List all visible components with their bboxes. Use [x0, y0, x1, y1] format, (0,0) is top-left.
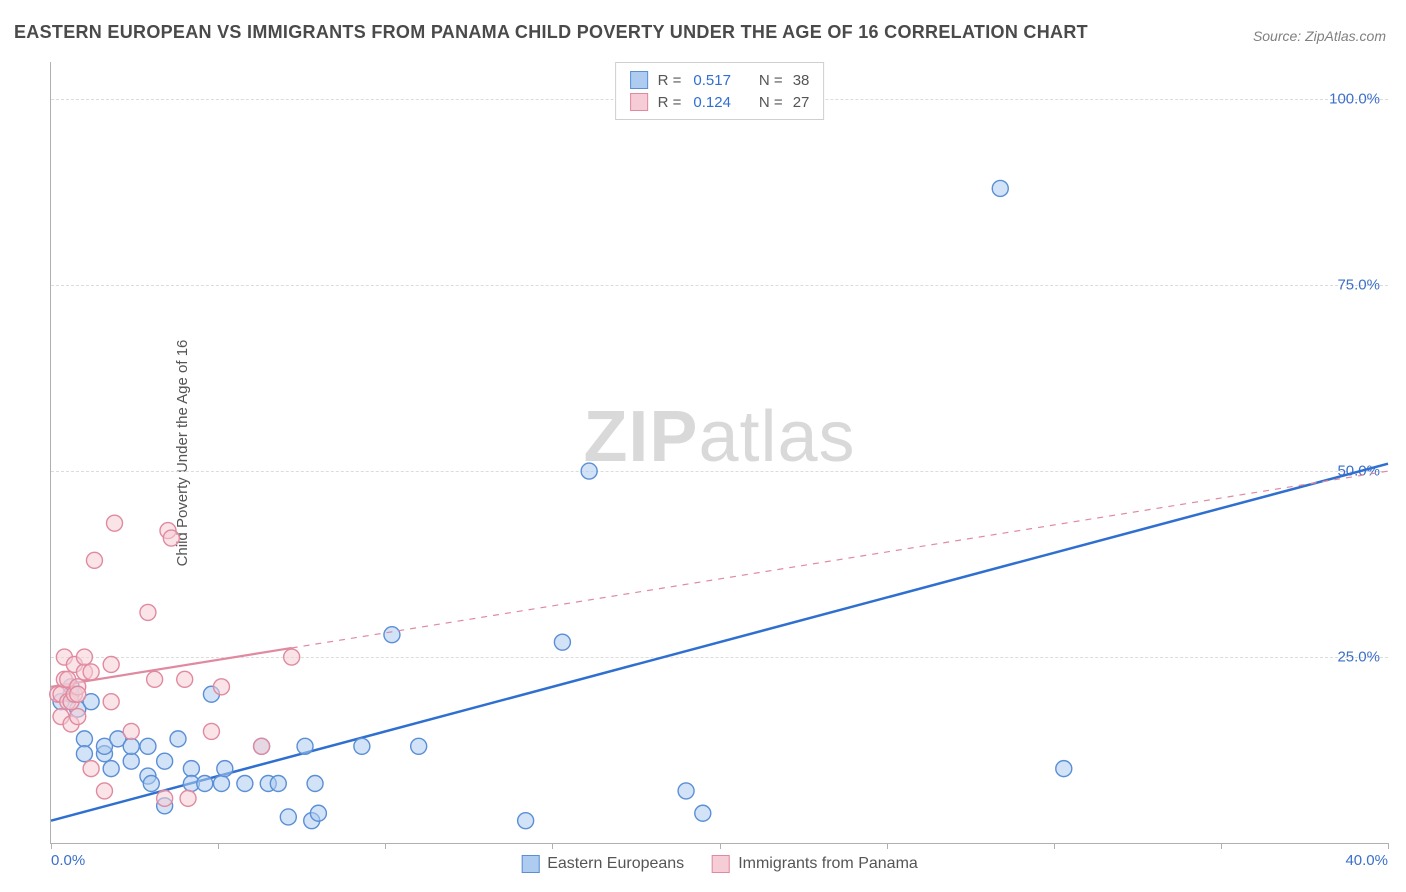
xtick: [385, 843, 386, 849]
data-point: [76, 746, 92, 762]
legend-n-label: N =: [759, 94, 783, 111]
data-point: [177, 671, 193, 687]
legend-swatch: [521, 855, 539, 873]
legend-r-value: 0.517: [693, 72, 731, 89]
data-point: [217, 761, 233, 777]
legend-label: Eastern Europeans: [547, 855, 684, 873]
data-point: [96, 783, 112, 799]
data-point: [157, 790, 173, 806]
data-point: [581, 463, 597, 479]
data-point: [83, 664, 99, 680]
regression-line: [51, 464, 1388, 821]
data-point: [678, 783, 694, 799]
legend-r-value: 0.124: [693, 94, 731, 111]
legend-r-label: R =: [658, 94, 682, 111]
data-point: [123, 753, 139, 769]
data-point: [354, 738, 370, 754]
data-point: [310, 805, 326, 821]
data-point: [411, 738, 427, 754]
data-point: [203, 723, 219, 739]
data-point: [70, 709, 86, 725]
data-point: [1056, 761, 1072, 777]
xtick: [1221, 843, 1222, 849]
data-point: [695, 805, 711, 821]
data-point: [147, 671, 163, 687]
xtick: [887, 843, 888, 849]
legend-row: R = 0.124 N = 27: [630, 91, 810, 113]
xtick: [51, 843, 52, 849]
data-point: [86, 552, 102, 568]
data-point: [76, 731, 92, 747]
data-point: [103, 761, 119, 777]
data-point: [307, 775, 323, 791]
xtick: [1054, 843, 1055, 849]
data-point: [254, 738, 270, 754]
data-point: [103, 694, 119, 710]
data-point: [270, 775, 286, 791]
data-point: [83, 761, 99, 777]
data-point: [143, 775, 159, 791]
data-point: [213, 775, 229, 791]
data-point: [237, 775, 253, 791]
data-point: [197, 775, 213, 791]
data-point: [123, 738, 139, 754]
data-point: [140, 738, 156, 754]
data-point: [70, 686, 86, 702]
data-point: [992, 180, 1008, 196]
xtick: [552, 843, 553, 849]
legend-swatch: [712, 855, 730, 873]
data-point: [518, 813, 534, 829]
data-point: [123, 723, 139, 739]
xtick-label-left: 0.0%: [51, 852, 85, 869]
xtick: [1388, 843, 1389, 849]
source-label: Source: ZipAtlas.com: [1253, 28, 1386, 44]
legend-r-label: R =: [658, 72, 682, 89]
data-point: [213, 679, 229, 695]
legend-correlation: R = 0.517 N = 38 R = 0.124 N = 27: [615, 62, 825, 120]
legend-series: Eastern Europeans Immigrants from Panama: [521, 855, 918, 873]
legend-label: Immigrants from Panama: [738, 855, 918, 873]
xtick-label-right: 40.0%: [1345, 852, 1388, 869]
xtick: [720, 843, 721, 849]
data-point: [140, 604, 156, 620]
data-point: [157, 753, 173, 769]
data-point: [284, 649, 300, 665]
legend-n-value: 27: [793, 94, 810, 111]
legend-n-value: 38: [793, 72, 810, 89]
regression-line-dashed: [292, 471, 1388, 648]
chart-title: EASTERN EUROPEAN VS IMMIGRANTS FROM PANA…: [14, 22, 1088, 43]
scatter-svg: [51, 62, 1388, 843]
data-point: [280, 809, 296, 825]
data-point: [163, 530, 179, 546]
xtick: [218, 843, 219, 849]
data-point: [170, 731, 186, 747]
data-point: [107, 515, 123, 531]
legend-item: Immigrants from Panama: [712, 855, 918, 873]
legend-swatch: [630, 71, 648, 89]
data-point: [297, 738, 313, 754]
data-point: [103, 656, 119, 672]
legend-item: Eastern Europeans: [521, 855, 684, 873]
plot-area: Child Poverty Under the Age of 16 ZIPatl…: [50, 62, 1388, 844]
data-point: [76, 649, 92, 665]
data-point: [183, 761, 199, 777]
data-point: [180, 790, 196, 806]
data-point: [554, 634, 570, 650]
legend-n-label: N =: [759, 72, 783, 89]
legend-swatch: [630, 93, 648, 111]
legend-row: R = 0.517 N = 38: [630, 69, 810, 91]
data-point: [384, 627, 400, 643]
